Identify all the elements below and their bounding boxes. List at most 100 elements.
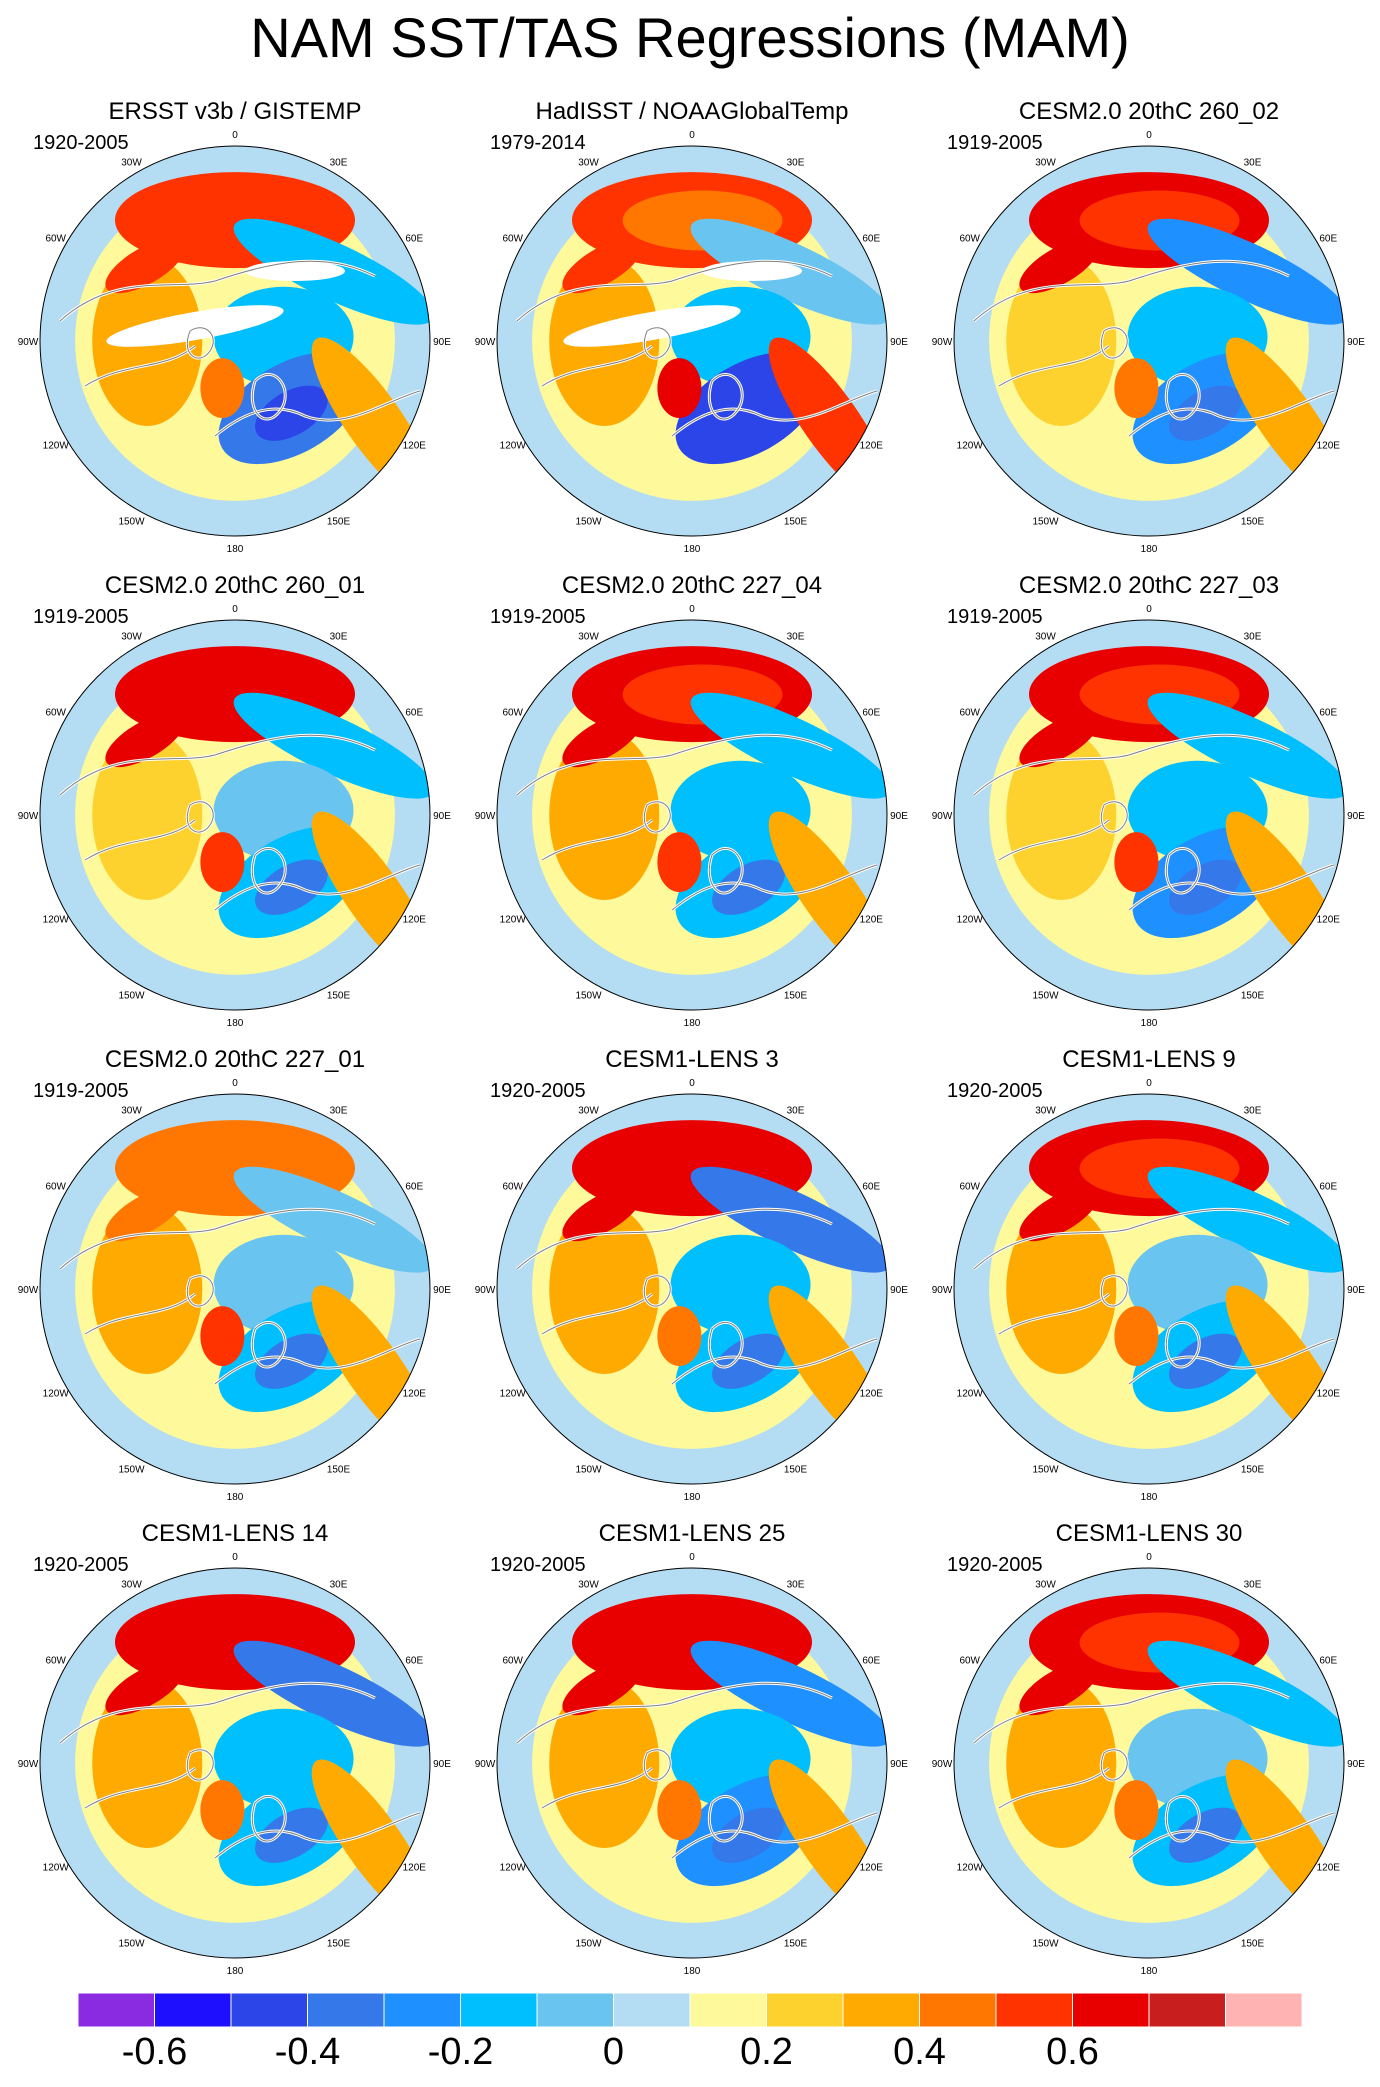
coastline [84,819,196,861]
longitude-label: 120E [1317,915,1341,926]
coastline [214,1338,421,1385]
atlantic-cold-core [712,1333,785,1389]
longitude-label: 180 [1141,1966,1158,1977]
pacific-cold-anomaly [1147,218,1344,325]
panel-period: 1919-2005 [33,1080,129,1102]
polar-map: 180 150E 120E 90E 60E 30E 0 30W 60W 90W 120W 150W [475,1552,909,1977]
longitude-label: 150W [1032,1938,1059,1949]
scandinavia-warm-anomaly [657,358,702,419]
pacific-cold-anomaly [233,692,430,799]
longitude-label: 90W [18,1285,39,1296]
coastline [1128,390,1335,437]
longitude-label: 120W [43,1863,70,1874]
colorbar-tick-label: 0.4 [893,2031,946,2073]
longitude-label: 60W [959,1182,980,1193]
longitude-label: 120W [500,915,527,926]
longitude-label: 150W [575,1464,602,1475]
longitude-label: 150E [1241,1464,1265,1475]
longitude-label: 30W [578,158,599,169]
longitude-label: 60W [45,234,66,245]
longitude-label: 30E [787,1106,805,1117]
longitude-label: 120W [43,915,70,926]
longitude-label: 120E [860,1389,884,1400]
map-panel: CESM1-LENS 14 1920-2005 180 150E 120E 90E 60E 3… [15,1520,455,1990]
map-panel: CESM1-LENS 25 1920-2005 180 150E 120E 90E 60E 3… [472,1520,912,1990]
colorbar-swatch [460,1992,538,2028]
panel-title: CESM2.0 20thC 260_02 [1018,98,1280,125]
longitude-label: 60W [959,234,980,245]
panel-title: CESM1-LENS 30 [1055,1520,1243,1547]
panel-title: CESM1-LENS 25 [598,1520,786,1547]
longitude-label: 60W [45,1182,66,1193]
coastline [671,1338,878,1385]
scandinavia-warm-anomaly [1114,1306,1159,1367]
longitude-label: 120E [403,915,427,926]
coastline [1128,1338,1335,1385]
panel-period: 1919-2005 [947,606,1043,628]
coastline [84,1293,196,1335]
longitude-label: 150E [327,516,351,527]
atlantic-cold-core [712,1807,785,1863]
panel-title: CESM2.0 20thC 227_04 [561,572,823,599]
longitude-label: 90E [890,1285,908,1296]
map-panel: HadISST / NOAAGlobalTemp 1979-2014 180 150E… [472,98,912,568]
panel-title: CESM1-LENS 3 [605,1046,779,1073]
coastline [998,1293,1110,1335]
scandinavia-warm-anomaly [200,358,245,419]
colorbar-tick-label: -0.6 [121,2031,188,2073]
pacific-cold-anomaly [1147,1166,1344,1273]
colorbar-swatch [995,1992,1073,2028]
longitude-label: 30E [330,1580,348,1591]
ne-asia-warm-anomaly [105,712,186,768]
coastline [973,1208,1290,1270]
coastline [1128,864,1335,911]
panel-period: 1919-2005 [947,132,1043,154]
longitude-label: 30E [1244,632,1262,643]
tropical-band [497,1568,887,1958]
longitude-label: 150W [575,516,602,527]
panel-title: CESM2.0 20thC 260_01 [104,572,366,599]
longitude-label: 60E [862,1182,880,1193]
coastline [643,1749,671,1781]
tropical-band [954,620,1344,1010]
coastline [998,819,1110,861]
panel-title: CESM2.0 20thC 227_03 [1018,572,1280,599]
tropical-band [40,620,430,1010]
panel-title: HadISST / NOAAGlobalTemp [535,98,849,125]
tropical-band [497,1094,887,1484]
panel-period: 1920-2005 [490,1080,586,1102]
longitude-label: 60W [45,708,66,719]
longitude-label: 0 [232,130,238,141]
longitude-label: 150E [784,516,808,527]
longitude-label: 60W [502,708,523,719]
coastline [251,1796,286,1842]
longitude-label: 180 [227,544,244,555]
scandinavia-warm-anomaly [200,1306,245,1367]
longitude-label: 120E [860,915,884,926]
coastline [186,801,214,833]
ne-asia-warm-anomaly [562,1186,643,1242]
tropical-band [497,146,887,536]
eurasia-warm-anomaly [92,1678,203,1848]
coastline [59,260,376,322]
coastline [973,1682,1290,1744]
longitude-label: 180 [227,1966,244,1977]
longitude-label: 90W [932,1285,953,1296]
longitude-label: 30E [787,158,805,169]
longitude-label: 30W [121,632,142,643]
tropical-band [954,1094,1344,1484]
longitude-label: 120W [43,1389,70,1400]
longitude-label: 90E [433,1759,451,1770]
longitude-label: 90W [18,1759,39,1770]
atlantic-cold-core [1169,385,1242,441]
figure-title: NAM SST/TAS Regressions (MAM) [250,6,1130,69]
coastline [186,327,214,359]
longitude-label: 0 [689,1552,695,1563]
map-panel: CESM2.0 20thC 227_03 1919-2005 180 150E 120E… [929,572,1369,1042]
longitude-label: 150E [784,990,808,1001]
longitude-label: 0 [1146,1078,1152,1089]
coastline [973,734,1290,796]
longitude-label: 120W [500,1863,527,1874]
tropical-band [40,1094,430,1484]
